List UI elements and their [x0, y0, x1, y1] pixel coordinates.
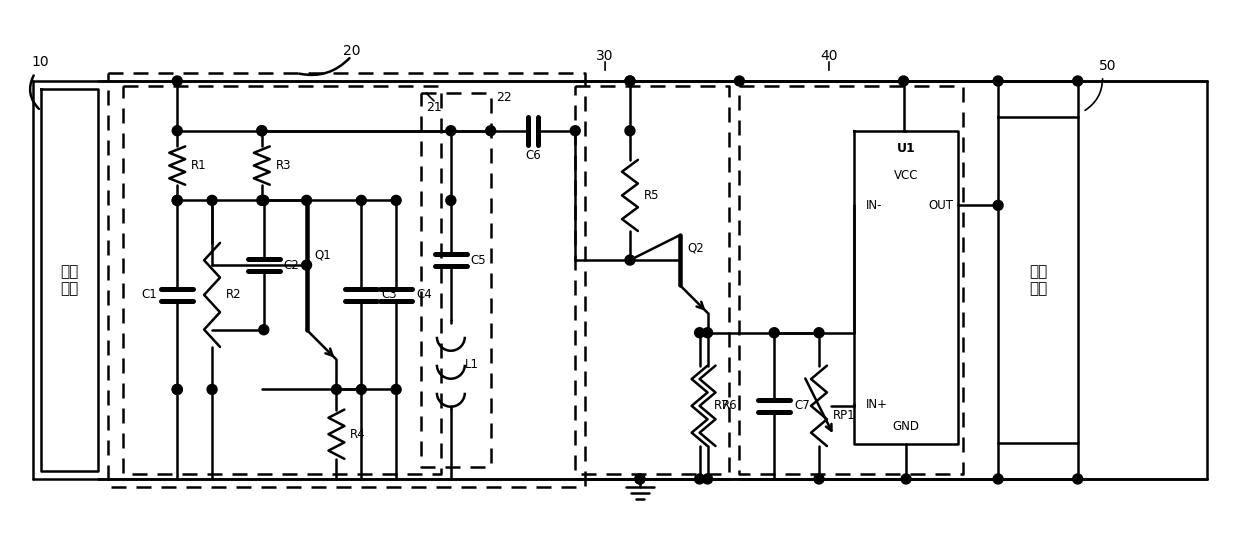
Circle shape — [813, 328, 823, 338]
Circle shape — [570, 126, 580, 135]
Circle shape — [694, 474, 704, 484]
Text: L1: L1 — [465, 358, 479, 371]
Circle shape — [446, 126, 456, 135]
Circle shape — [993, 76, 1003, 86]
Circle shape — [172, 76, 182, 86]
Circle shape — [993, 474, 1003, 484]
Circle shape — [1073, 474, 1083, 484]
Text: U1: U1 — [897, 142, 915, 155]
Text: 21: 21 — [427, 101, 441, 114]
Text: 30: 30 — [596, 49, 614, 63]
Circle shape — [899, 76, 909, 86]
Text: C2: C2 — [284, 259, 299, 272]
Circle shape — [257, 126, 267, 135]
Text: R4: R4 — [351, 427, 366, 441]
Circle shape — [694, 328, 704, 338]
Text: OUT: OUT — [929, 199, 954, 212]
Text: C4: C4 — [417, 289, 432, 301]
Text: C7: C7 — [794, 399, 810, 413]
Text: 20: 20 — [342, 44, 360, 58]
Circle shape — [446, 195, 456, 205]
Circle shape — [172, 195, 182, 205]
Text: 电源
模块: 电源 模块 — [61, 264, 78, 296]
Text: 40: 40 — [820, 49, 838, 63]
Circle shape — [259, 195, 269, 205]
Circle shape — [207, 384, 217, 394]
Text: R1: R1 — [191, 159, 207, 172]
Text: R2: R2 — [226, 289, 242, 301]
Text: 50: 50 — [1099, 59, 1116, 73]
Circle shape — [172, 384, 182, 394]
Text: 警报
模块: 警报 模块 — [1029, 264, 1047, 296]
Circle shape — [301, 195, 311, 205]
Text: Q1: Q1 — [315, 249, 331, 262]
Circle shape — [1073, 76, 1083, 86]
Text: C6: C6 — [525, 149, 541, 161]
Circle shape — [993, 200, 1003, 210]
Circle shape — [207, 195, 217, 205]
Circle shape — [703, 474, 713, 484]
Circle shape — [901, 474, 911, 484]
Text: 22: 22 — [496, 91, 511, 104]
Text: RP1: RP1 — [833, 409, 856, 422]
Text: Q2: Q2 — [688, 242, 704, 254]
Text: C1: C1 — [141, 289, 157, 301]
Circle shape — [331, 384, 341, 394]
Circle shape — [391, 384, 401, 394]
Circle shape — [356, 195, 366, 205]
Circle shape — [813, 474, 823, 484]
Circle shape — [172, 195, 182, 205]
Circle shape — [635, 474, 645, 484]
Circle shape — [625, 76, 635, 86]
Text: IN-: IN- — [866, 199, 882, 212]
Circle shape — [301, 260, 311, 270]
Text: C5: C5 — [471, 254, 486, 267]
Circle shape — [172, 384, 182, 394]
Text: R5: R5 — [644, 189, 660, 202]
Circle shape — [356, 384, 366, 394]
Circle shape — [734, 76, 744, 86]
Circle shape — [703, 328, 713, 338]
Text: R3: R3 — [275, 159, 291, 172]
Text: GND: GND — [893, 420, 920, 433]
Circle shape — [259, 325, 269, 335]
Circle shape — [391, 195, 401, 205]
Circle shape — [257, 195, 267, 205]
Text: R7: R7 — [713, 399, 729, 413]
Text: R6: R6 — [722, 399, 737, 413]
Circle shape — [635, 474, 645, 484]
Circle shape — [172, 126, 182, 135]
Circle shape — [625, 126, 635, 135]
Circle shape — [486, 126, 496, 135]
Circle shape — [625, 76, 635, 86]
Circle shape — [625, 255, 635, 265]
Text: VCC: VCC — [894, 169, 919, 182]
Text: IN+: IN+ — [866, 398, 888, 411]
Circle shape — [769, 328, 779, 338]
Text: C3: C3 — [381, 289, 397, 301]
Circle shape — [257, 126, 267, 135]
Text: 10: 10 — [31, 55, 48, 69]
